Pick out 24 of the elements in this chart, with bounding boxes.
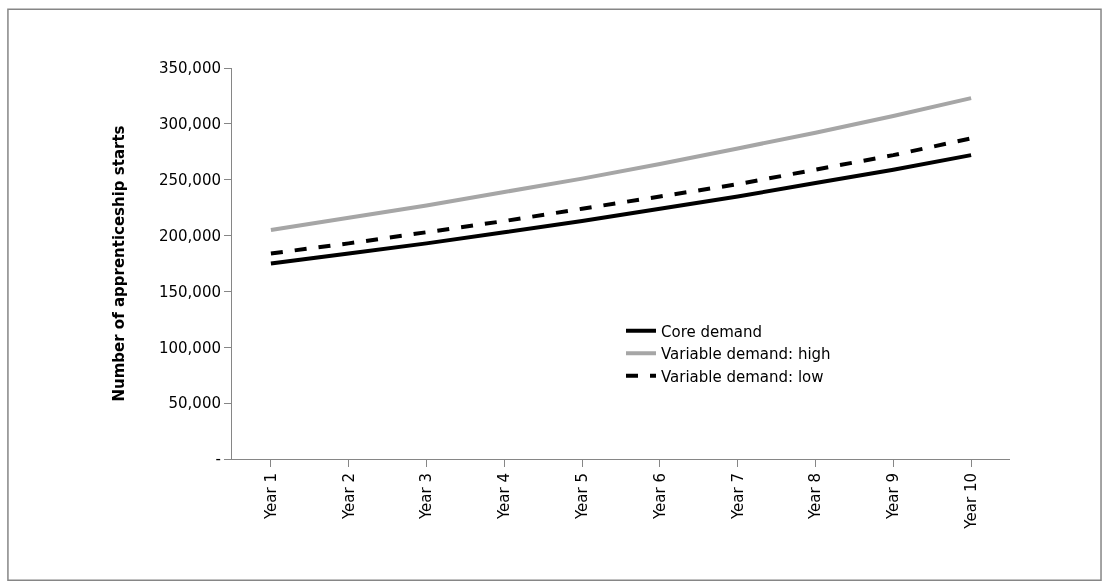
y-axis-title: Number of apprenticeship starts bbox=[110, 125, 129, 402]
y-tick-label: 200,000 bbox=[158, 226, 221, 245]
x-tick-label: Year 10 bbox=[961, 473, 980, 530]
line-series bbox=[268, 153, 974, 266]
y-tick-label: 300,000 bbox=[158, 115, 221, 134]
x-tick-label: Year 9 bbox=[884, 473, 903, 521]
x-tick-label: Year 4 bbox=[495, 473, 514, 521]
y-tick-label: - bbox=[215, 450, 221, 469]
legend-label: Variable demand: low bbox=[661, 367, 824, 386]
y-tick-label: 250,000 bbox=[158, 170, 221, 189]
x-tick-label: Year 7 bbox=[728, 473, 747, 521]
legend-label: Variable demand: high bbox=[661, 345, 831, 364]
legend-label: Core demand bbox=[661, 322, 763, 341]
y-tick-label: 350,000 bbox=[158, 59, 221, 78]
y-tick-label: 50,000 bbox=[168, 394, 221, 413]
x-tick-label: Year 6 bbox=[650, 473, 669, 521]
x-tick-label: Year 8 bbox=[806, 473, 825, 521]
x-tick-label: Year 2 bbox=[339, 473, 358, 521]
y-tick-label: 150,000 bbox=[158, 282, 221, 301]
line-series bbox=[268, 96, 974, 232]
x-tick-label: Year 3 bbox=[417, 473, 436, 521]
x-tick-label: Year 5 bbox=[572, 473, 591, 521]
x-tick-label: Year 1 bbox=[261, 473, 280, 521]
y-tick-label: 100,000 bbox=[158, 338, 221, 357]
